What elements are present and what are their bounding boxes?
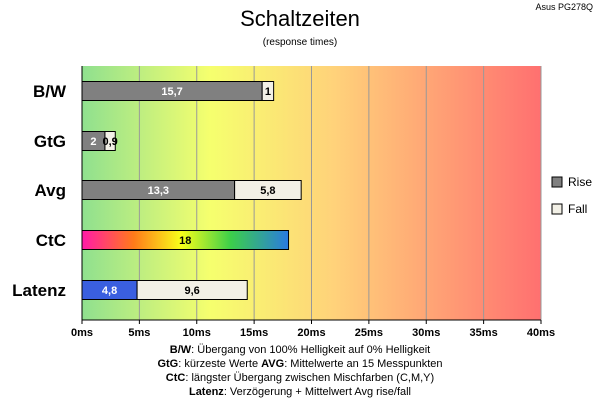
footnote-text: B/W: [170, 344, 192, 356]
footnote-text: : kürzeste Werte: [178, 358, 261, 370]
x-tick-label: 35ms: [470, 327, 498, 339]
x-tick-label: 15ms: [240, 327, 268, 339]
x-tick-label: 30ms: [412, 327, 440, 339]
footnote-line: CtC: längster Übergang zwischen Mischfar…: [166, 372, 434, 384]
x-tick-label: 10ms: [183, 327, 211, 339]
bar-value-label: 2: [90, 136, 96, 148]
x-axis: 0ms 5ms 10ms 15ms 20ms 25ms 30ms 35ms 40ms: [71, 66, 555, 339]
category-label: Latenz: [12, 281, 66, 300]
footnote-text: Latenz: [189, 386, 224, 398]
category-label: GtG: [34, 132, 66, 151]
bar-segment: [81, 230, 290, 250]
category-label: CtC: [36, 231, 66, 250]
bar-segment: [104, 131, 116, 151]
bar-segment: [136, 280, 248, 300]
footnote-text: AVG: [261, 358, 284, 370]
footnote-line: GtG: kürzeste Werte AVG: Mittelwerte an …: [157, 358, 442, 370]
x-tick-label: 20ms: [297, 327, 325, 339]
x-tick-label: 5ms: [128, 327, 150, 339]
bar-value-label: 9,6: [185, 285, 200, 297]
bar-value-label: 1: [265, 86, 271, 98]
footnote-text: : längster Übergang zwischen Mischfarben…: [185, 372, 434, 384]
chart-title: Schaltzeiten: [240, 6, 360, 31]
footnote-text: : Übergang von 100% Helligkeit auf 0% He…: [191, 344, 430, 356]
bar-segment: [261, 81, 275, 101]
legend-label: Fall: [568, 202, 587, 216]
footnote-line: Latenz: Verzögerung + Mittelwert Avg ris…: [189, 386, 411, 398]
footnote-text: CtC: [166, 372, 186, 384]
monitor-model: Asus PG278Q: [535, 2, 593, 12]
bar-value-label: 18: [179, 235, 191, 247]
bars: 15,7 1 2 0,9 13,3 5,8 18 4,8 9,6: [81, 81, 302, 300]
footnote-text: GtG: [157, 358, 178, 370]
footnote-text: : Mittelwerte an 15 Messpunkten: [284, 358, 442, 370]
category-label: B/W: [33, 82, 67, 101]
category-label: Avg: [35, 181, 67, 200]
x-tick-label: 0ms: [71, 327, 93, 339]
footnotes: B/W: Übergang von 100% Helligkeit auf 0%…: [157, 344, 442, 398]
footnote-text: : Verzögerung + Mittelwert Avg rise/fall: [224, 386, 411, 398]
legend-swatch: [551, 203, 563, 215]
x-tick-label: 40ms: [527, 327, 555, 339]
legend-swatch: [551, 176, 563, 188]
bar-segment: [234, 180, 302, 200]
footnote-line: B/W: Übergang von 100% Helligkeit auf 0%…: [170, 344, 430, 356]
x-tick-label: 25ms: [355, 327, 383, 339]
bar-value-label: 0,9: [102, 136, 117, 148]
bar-value-label: 13,3: [148, 185, 169, 197]
bar-value-label: 4,8: [102, 285, 117, 297]
bar-value-label: 5,8: [260, 185, 275, 197]
chart-subtitle: (response times): [263, 37, 337, 48]
category-labels: B/W GtG Avg CtC Latenz: [12, 82, 67, 300]
legend: Rise Fall: [551, 175, 592, 216]
legend-label: Rise: [568, 175, 592, 189]
bar-value-label: 15,7: [161, 86, 182, 98]
